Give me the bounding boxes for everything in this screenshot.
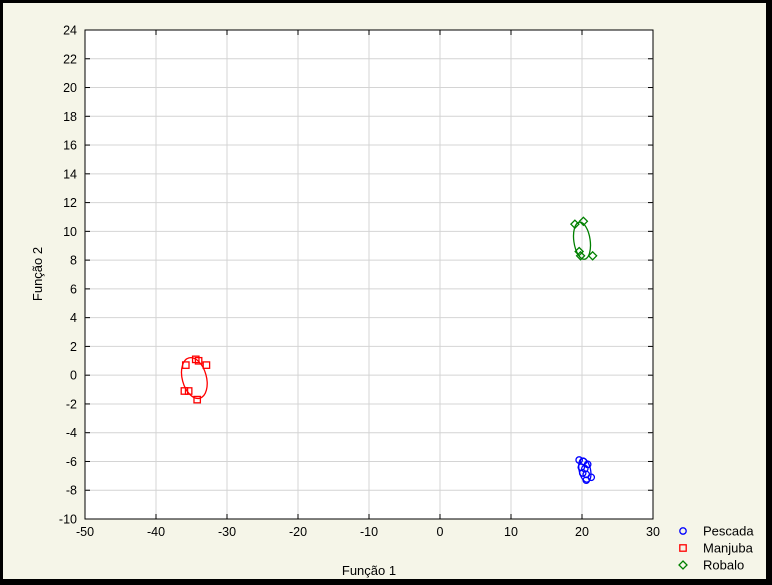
y-tick-label: 14 — [63, 167, 77, 181]
y-tick-label: 4 — [70, 311, 77, 325]
legend: Pescada Manjuba Robalo — [678, 524, 754, 573]
x-tick-label: -20 — [289, 525, 307, 539]
y-tick-label: -10 — [59, 513, 77, 527]
x-tick-labels: -50 -40 -30 -20 -10 0 10 20 30 — [76, 525, 660, 539]
y-tick-label: 12 — [63, 196, 77, 210]
x-tick-label: -10 — [360, 525, 378, 539]
y-tick-label: -4 — [66, 426, 77, 440]
y-tick-label: 24 — [63, 24, 77, 38]
y-tick-label: 8 — [70, 254, 77, 268]
pescada-legend-label: Pescada — [703, 524, 754, 539]
y-tick-label: -6 — [66, 455, 77, 469]
manjuba-point — [202, 361, 211, 369]
axis-ticks — [84, 29, 654, 520]
robalo-legend-label: Robalo — [703, 558, 744, 573]
y-tick-label: 18 — [63, 110, 77, 124]
y-tick-label: -8 — [66, 484, 77, 498]
robalo-point — [575, 250, 586, 261]
pescada-point — [575, 456, 584, 464]
scatter-plot: -50 -40 -30 -20 -10 0 10 20 30 -10-8-6-4-2024681… — [30, 24, 754, 579]
robalo-point — [587, 250, 598, 261]
pescada-point — [578, 469, 587, 477]
pescada-legend-marker — [679, 527, 687, 535]
robalo-legend-marker — [678, 560, 688, 570]
y-tick-label: -2 — [66, 397, 77, 411]
manjuba-point — [194, 356, 203, 365]
x-tick-label: -30 — [218, 525, 236, 539]
y-tick-label: 2 — [70, 340, 77, 354]
manjuba-point — [180, 387, 189, 395]
y-tick-label: 20 — [63, 81, 77, 95]
pescada-point — [582, 476, 591, 485]
robalo-point — [578, 216, 589, 227]
robalo-point — [574, 246, 585, 257]
x-tick-label: 30 — [646, 525, 660, 539]
y-tick-label: 0 — [70, 369, 77, 383]
y-tick-label: 16 — [63, 139, 77, 153]
grid-lines — [85, 30, 653, 519]
x-tick-label: -40 — [147, 525, 165, 539]
x-tick-label: 0 — [437, 525, 444, 539]
manjuba-point — [184, 387, 193, 395]
y-tick-label: 10 — [63, 225, 77, 239]
y-tick-label: 6 — [70, 282, 77, 296]
data-points — [180, 216, 598, 485]
y-tick-label: 22 — [63, 52, 77, 66]
y-axis-title: Função 2 — [30, 247, 45, 301]
x-tick-label: 20 — [575, 525, 589, 539]
x-tick-label: 10 — [504, 525, 518, 539]
manjuba-legend-marker — [679, 544, 687, 552]
manjuba-legend-label: Manjuba — [703, 541, 754, 556]
robalo-point — [569, 219, 580, 230]
x-tick-label: -50 — [76, 525, 94, 539]
manjuba-point — [193, 395, 202, 404]
manjuba-point — [181, 361, 190, 369]
robalo-ellipse — [572, 221, 592, 260]
x-axis-title: Função 1 — [342, 563, 396, 578]
